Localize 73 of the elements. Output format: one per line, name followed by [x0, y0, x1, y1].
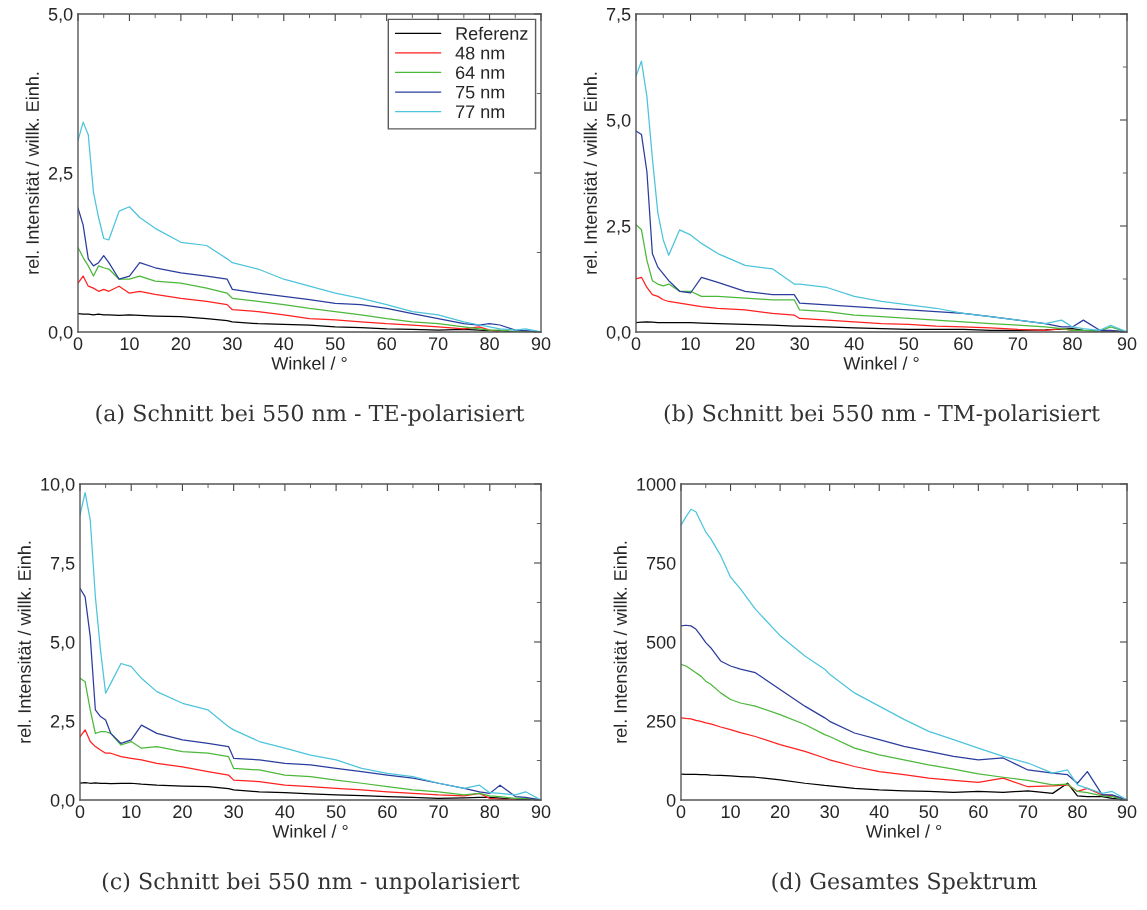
x-tick-label: 10: [122, 805, 141, 819]
x-tick-label: 50: [899, 337, 919, 351]
x-axis-title: Winkel / °: [272, 824, 348, 838]
x-tick-label: 30: [222, 337, 242, 351]
y-tick-label: 5,0: [50, 635, 75, 651]
y-tick-label: 5,0: [48, 7, 73, 23]
y-tick-label: 500: [646, 635, 676, 649]
x-tick-label: 30: [224, 805, 243, 819]
y-tick-label: 0,0: [606, 325, 631, 341]
y-tick-label: 250: [646, 714, 676, 728]
text: (c) Schnitt bei 550 nm - unpolarisiert: [102, 872, 520, 894]
y-tick-label: 0,0: [48, 325, 73, 341]
y-tick-label: 5,0: [606, 113, 631, 129]
y-axis-title: rel. Intensität / willk. Einh.: [613, 541, 627, 743]
x-tick-label: 0: [75, 805, 85, 819]
x-tick-label: 80: [480, 805, 500, 819]
x-axis-title: Winkel / °: [865, 824, 942, 838]
x-tick-label: 90: [1117, 337, 1137, 351]
x-tick-label: 80: [480, 337, 499, 351]
x-tick-label: 90: [1117, 805, 1137, 819]
y-tick-label: 7,5: [606, 8, 631, 23]
x-tick-label: 20: [171, 337, 191, 351]
x-tick-label: 0: [676, 805, 686, 819]
text: (a) Schnitt bei 550 nm - TE-polarisiert: [96, 404, 525, 426]
x-tick-label: 70: [429, 805, 448, 819]
x-tick-label: 0: [631, 337, 641, 351]
y-tick-label: 2,5: [48, 166, 73, 182]
y-tick-label: 7,5: [50, 557, 75, 572]
x-tick-label: 60: [969, 805, 988, 819]
y-tick-label: 750: [646, 556, 676, 570]
legend-label: 77 nm: [456, 105, 505, 118]
x-tick-label: 20: [770, 805, 790, 819]
legend-label: 48 nm: [455, 46, 505, 60]
legend-label: Referenz: [456, 26, 528, 40]
x-tick-label: 30: [820, 805, 839, 819]
x-tick-label: 60: [377, 337, 396, 351]
x-tick-label: 50: [325, 337, 345, 351]
x-tick-label: 80: [1063, 337, 1082, 351]
x-tick-label: 50: [919, 805, 939, 819]
x-tick-label: 40: [844, 337, 864, 351]
y-axis-title: rel. Intensität / willk. Einh.: [583, 72, 597, 274]
x-tick-label: 70: [429, 337, 448, 351]
text: (b) Schnitt bei 550 nm - TM-polarisiert: [664, 404, 1100, 426]
x-tick-label: 70: [1018, 805, 1038, 819]
y-axis-title: rel. Intensität / willk. Einh.: [17, 541, 31, 743]
x-tick-label: 10: [120, 337, 139, 351]
x-tick-label: 20: [735, 337, 755, 351]
x-tick-label: 80: [1068, 805, 1087, 819]
x-tick-label: 90: [531, 337, 551, 351]
x-tick-label: 20: [173, 805, 192, 819]
x-axis-title: Winkel / °: [271, 356, 347, 370]
x-tick-label: 70: [1008, 337, 1028, 351]
text: (d) Gesamtes Spektrum: [772, 872, 1037, 894]
x-tick-label: 30: [790, 337, 809, 351]
x-tick-label: 40: [274, 337, 294, 351]
x-tick-label: 40: [869, 805, 889, 819]
y-tick-label: 2,5: [50, 714, 75, 730]
x-axis-title: Winkel / °: [843, 356, 919, 370]
y-axis-title: rel. Intensität / willk. Einh.: [25, 72, 39, 274]
legend-label: 64 nm: [456, 66, 505, 79]
x-tick-label: 90: [531, 805, 551, 819]
x-tick-label: 60: [378, 805, 397, 819]
x-tick-label: 10: [681, 337, 700, 351]
y-tick-label: 0: [666, 793, 676, 807]
y-tick-label: 2,5: [606, 219, 631, 235]
legend-label: 75 nm: [456, 85, 505, 99]
x-tick-label: 40: [275, 805, 295, 819]
x-tick-label: 10: [721, 805, 740, 819]
y-tick-label: 0,0: [50, 793, 75, 809]
x-tick-label: 50: [326, 805, 346, 819]
x-tick-label: 60: [954, 337, 973, 351]
y-tick-label: 1000: [637, 477, 676, 491]
y-tick-label: 10,0: [41, 477, 75, 493]
